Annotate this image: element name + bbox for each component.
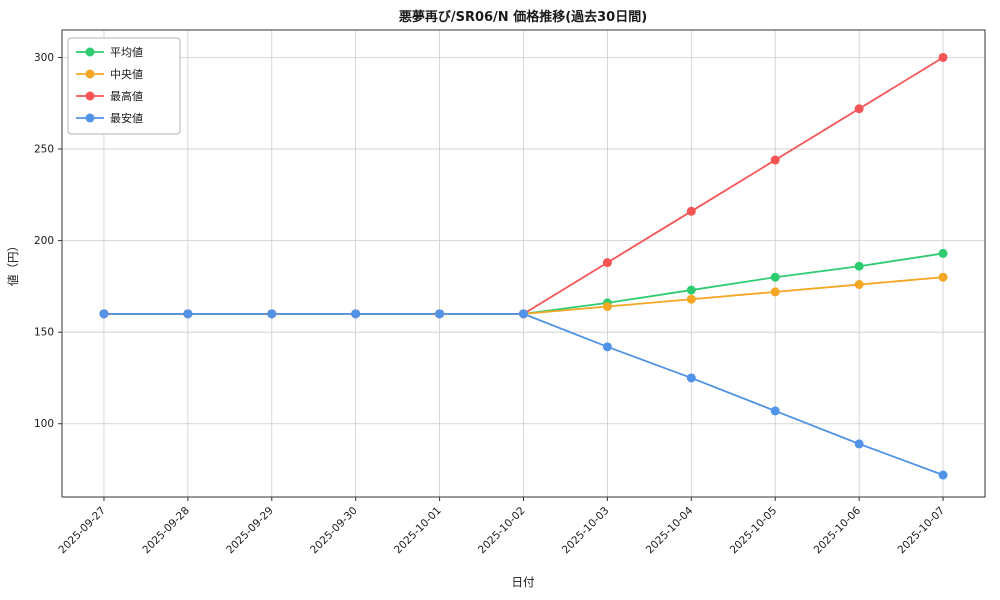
data-point-marker <box>602 342 612 352</box>
data-point-marker <box>770 272 780 282</box>
x-tick-label: 2025-10-02 <box>476 505 528 557</box>
legend-marker <box>85 69 95 79</box>
y-tick-label: 100 <box>34 418 54 430</box>
legend-label: 最高値 <box>110 89 143 103</box>
legend-label: 最安値 <box>110 111 143 125</box>
x-tick-label: 2025-09-27 <box>56 505 108 557</box>
data-point-marker <box>938 272 948 282</box>
legend-marker <box>85 113 95 123</box>
data-point-marker <box>602 302 612 312</box>
x-tick-label: 2025-10-04 <box>644 504 696 556</box>
legend-box <box>67 37 181 135</box>
y-axis-label: 値（円） <box>6 240 20 286</box>
data-point-marker <box>519 309 528 319</box>
data-point-marker <box>938 248 948 258</box>
legend-label: 平均値 <box>110 46 143 59</box>
x-tick-label: 2025-09-28 <box>140 505 192 557</box>
x-tick-label: 2025-09-29 <box>224 505 276 557</box>
data-point-marker <box>854 280 864 290</box>
x-axis-label: 日付 <box>512 575 535 589</box>
x-tick-label: 2025-10-01 <box>392 505 444 557</box>
legend-label: 中央値 <box>110 68 143 81</box>
x-tick-label: 2025-10-06 <box>812 504 864 556</box>
data-point-marker <box>770 155 780 165</box>
x-tick-label: 2025-09-30 <box>308 505 360 557</box>
data-point-marker <box>99 309 109 319</box>
data-point-marker <box>686 285 696 295</box>
y-tick-label: 150 <box>34 327 54 339</box>
data-point-marker <box>938 52 948 62</box>
x-tick-label: 2025-10-07 <box>896 505 948 557</box>
data-point-marker <box>770 287 780 297</box>
data-point-marker <box>183 309 193 319</box>
data-point-marker <box>686 294 696 304</box>
x-tick-label: 2025-10-05 <box>728 505 780 557</box>
y-tick-label: 300 <box>34 52 54 64</box>
data-point-marker <box>686 206 696 216</box>
data-point-marker <box>770 406 780 416</box>
data-point-marker <box>686 373 696 383</box>
y-tick-label: 250 <box>34 144 54 156</box>
legend-marker <box>85 47 95 57</box>
data-point-marker <box>267 309 277 319</box>
x-tick-label: 2025-10-03 <box>560 505 612 557</box>
data-point-marker <box>854 261 864 271</box>
data-point-marker <box>435 309 445 319</box>
y-tick-label: 200 <box>34 235 54 247</box>
data-point-marker <box>602 258 612 268</box>
plot-area: 100 150 200 250 300 2025-09-27 2025-09-28 2025-… <box>34 29 986 557</box>
legend-marker <box>85 91 95 101</box>
data-point-marker <box>938 470 948 480</box>
data-point-marker <box>854 439 864 449</box>
data-point-marker <box>351 309 361 319</box>
chart-title: 悪夢再び/SR06/N 価格推移(過去30日間) <box>399 9 647 25</box>
data-point-marker <box>854 104 864 114</box>
